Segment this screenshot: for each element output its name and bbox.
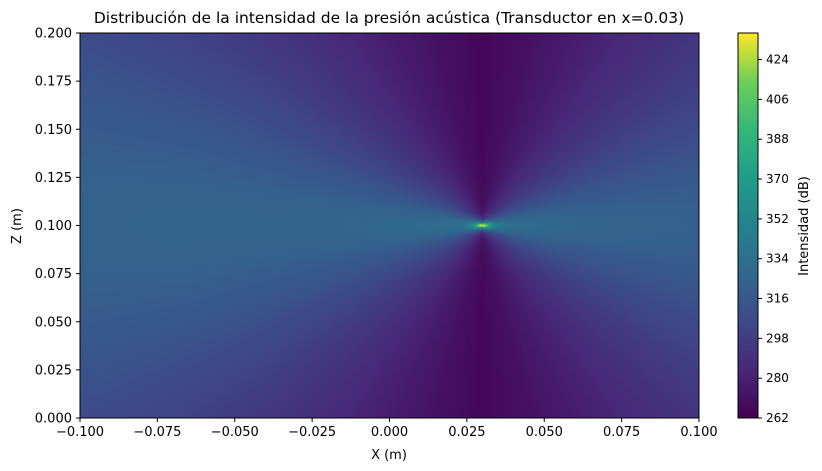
x-tick-label: 0.000 (371, 425, 408, 440)
x-tick-label: 0.050 (526, 425, 563, 440)
y-axis-label: Z (m) (10, 208, 25, 244)
x-tick-label: −0.100 (56, 425, 104, 440)
colorbar (737, 32, 759, 419)
y-tick-label: 0.150 (35, 123, 72, 138)
y-tick-label: 0.000 (35, 412, 72, 427)
x-axis: −0.100 −0.075 −0.050 −0.025 0.000 0.025 0.050 0… (56, 418, 718, 440)
x-tick-label: −0.050 (211, 425, 259, 440)
colorbar-tick-label: 388 (766, 132, 789, 146)
x-tick-label: −0.075 (133, 425, 181, 440)
colorbar-tick-label: 370 (766, 172, 789, 186)
colorbar-tick-label: 316 (766, 292, 789, 306)
colorbar-label: Intensidad (dB) (797, 176, 812, 276)
y-tick-label: 0.200 (35, 27, 72, 42)
y-axis: 0.000 0.025 0.050 0.075 0.100 0.125 0.150 0.175… (35, 27, 80, 427)
y-tick-label: 0.025 (35, 363, 72, 378)
y-tick-label: 0.075 (35, 267, 72, 282)
x-axis-label: X (m) (371, 448, 407, 463)
y-tick-label: 0.125 (35, 171, 72, 186)
y-tick-label: 0.100 (35, 219, 72, 234)
x-tick-label: 0.100 (680, 425, 717, 440)
colorbar-tick-label: 352 (766, 212, 789, 226)
colorbar-tick-label: 280 (766, 371, 789, 385)
x-tick-label: −0.025 (288, 425, 336, 440)
colorbar-tick-label: 334 (766, 252, 789, 266)
colorbar-tick-label: 262 (766, 411, 789, 425)
x-tick-label: 0.025 (448, 425, 485, 440)
heatmap-field (80, 33, 699, 418)
x-tick-label: 0.075 (603, 425, 640, 440)
colorbar-tick-label: 424 (766, 53, 789, 67)
colorbar-tick-label: 406 (766, 92, 789, 106)
y-tick-label: 0.050 (35, 315, 72, 330)
colorbar-axis: 262 280 298 316 334 352 370 388 406 424 (758, 53, 789, 425)
colorbar-tick-label: 298 (766, 331, 789, 345)
chart-title: Distribución de la intensidad de la pres… (94, 9, 684, 27)
y-tick-label: 0.175 (35, 75, 72, 90)
